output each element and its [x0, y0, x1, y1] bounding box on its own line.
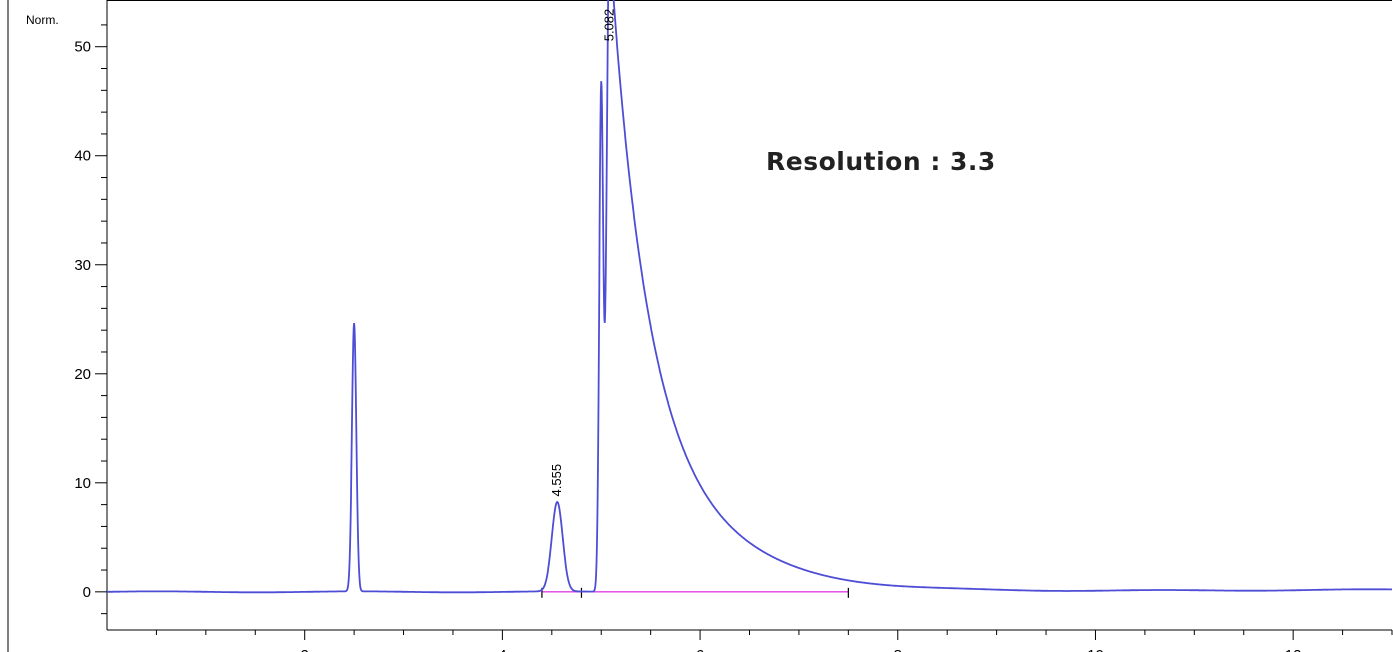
y-tick-label: 0 — [83, 584, 91, 601]
peak-labels: 4.555 5.082 — [549, 9, 616, 497]
y-tick-label: 40 — [74, 148, 91, 165]
axes: 0 10 20 30 40 50 2 4 6 8 10 12 — [7, 0, 1393, 652]
x-tick-label: 6 — [696, 647, 704, 652]
y-tick-label: 50 — [74, 39, 91, 56]
signal-trace — [107, 0, 1392, 594]
x-tick-label: 10 — [1087, 647, 1104, 652]
peak-label: 4.555 — [549, 464, 564, 497]
peak-label: 5.082 — [601, 9, 616, 42]
y-tick-label: 20 — [74, 366, 91, 383]
x-tick-label: 8 — [894, 647, 902, 652]
y-axis-label: Norm. — [26, 13, 59, 27]
x-tick-label: 2 — [301, 647, 309, 652]
x-tick-label: 12 — [1285, 647, 1302, 652]
y-tick-label: 10 — [74, 475, 91, 492]
x-tick-label: 4 — [498, 647, 506, 652]
y-tick-label: 30 — [74, 257, 91, 274]
resolution-annotation: Resolution : 3.3 — [766, 147, 996, 176]
integration-baselines — [541, 587, 849, 598]
